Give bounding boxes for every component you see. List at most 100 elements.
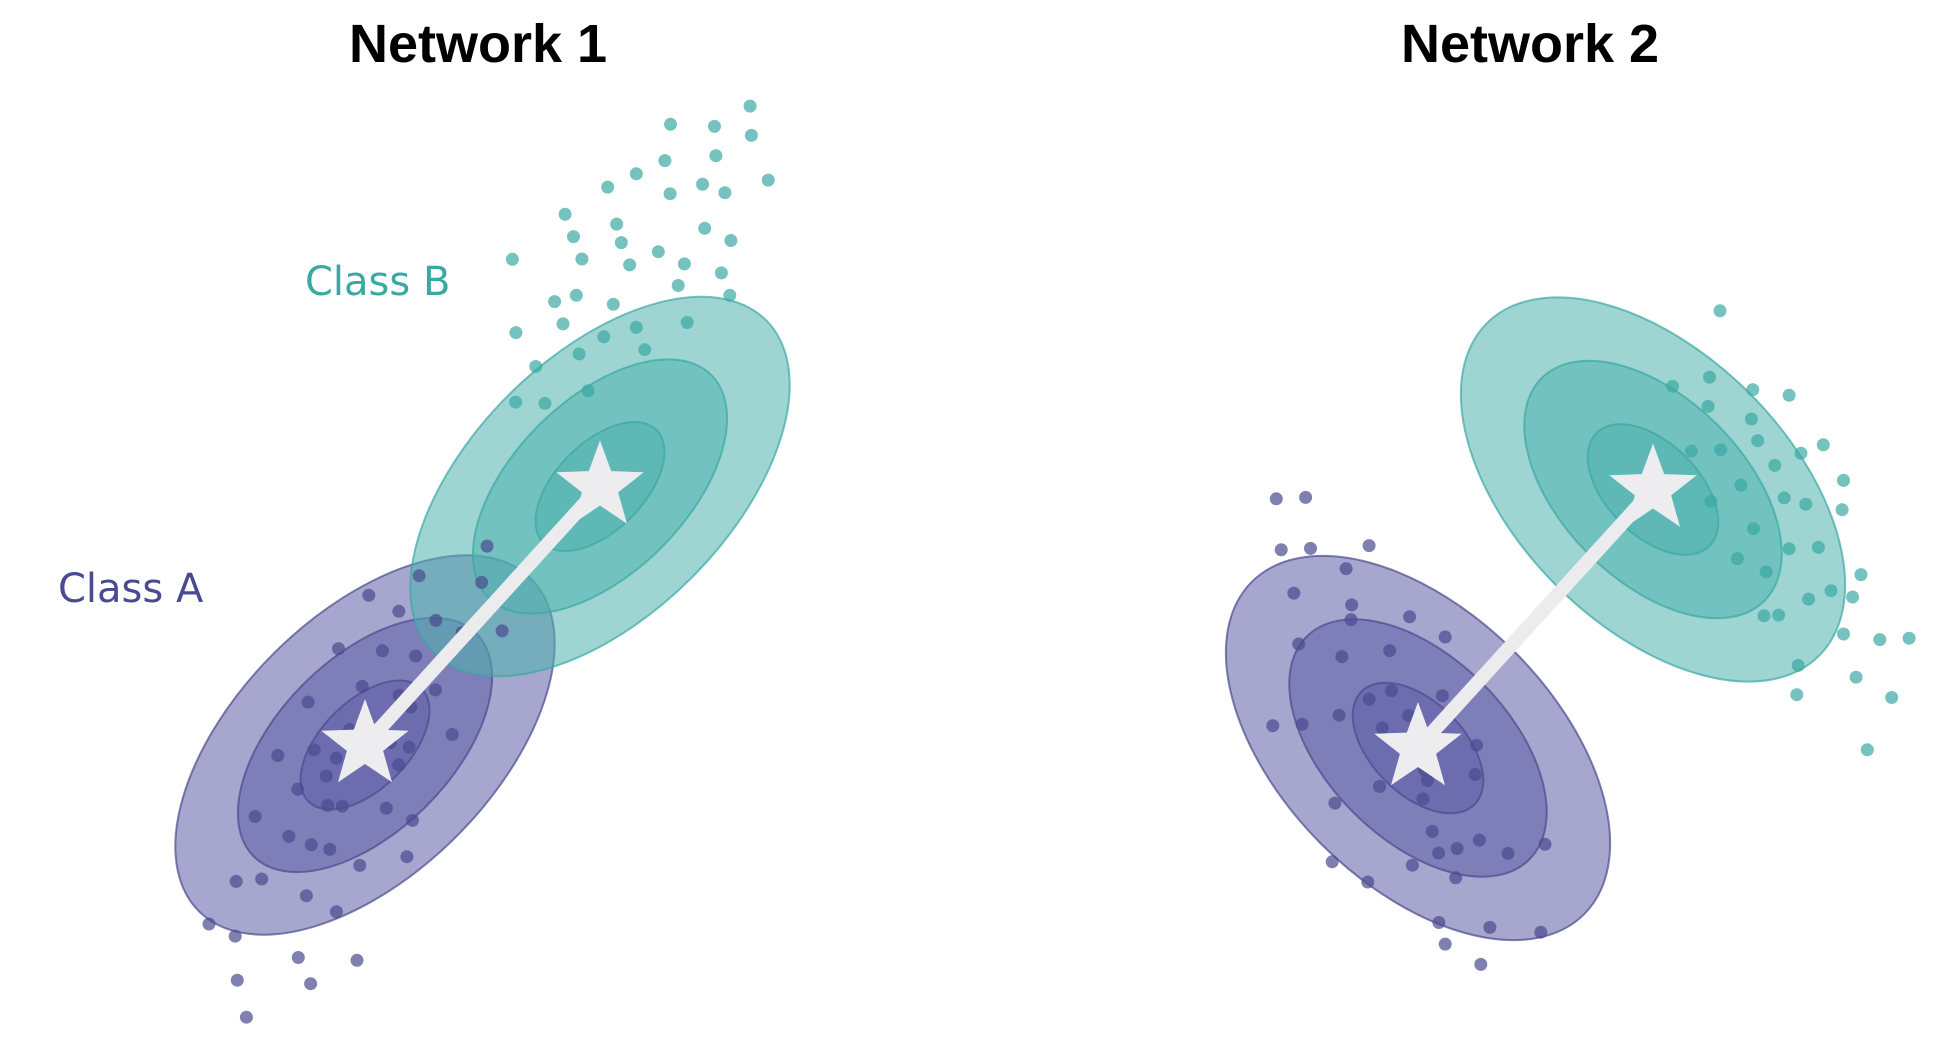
class-b-point bbox=[1902, 631, 1916, 645]
class-b-point bbox=[1885, 691, 1899, 704]
class-b-point bbox=[1790, 688, 1804, 702]
class-a-point bbox=[299, 889, 313, 903]
class-a-point bbox=[375, 644, 389, 658]
class-a-point bbox=[1362, 539, 1376, 553]
class-b-point bbox=[567, 230, 580, 244]
class-a-point bbox=[412, 569, 426, 583]
class-a-point bbox=[1450, 842, 1464, 855]
class-a-point bbox=[429, 683, 442, 697]
class-a-point bbox=[271, 749, 285, 762]
class-a-point bbox=[248, 810, 262, 823]
panel-title-network-1: Network 1 bbox=[349, 14, 607, 74]
class-b-point bbox=[680, 316, 694, 329]
class-a-point bbox=[1292, 637, 1306, 651]
class-b-point bbox=[714, 266, 728, 280]
class-a-mean-star bbox=[1374, 702, 1462, 786]
class-b-point bbox=[569, 288, 583, 302]
class-b-point bbox=[1824, 584, 1838, 598]
class-b-point bbox=[558, 207, 572, 221]
class-a-point bbox=[1501, 846, 1515, 860]
panel-network-1 bbox=[174, 99, 791, 1024]
class-a-point bbox=[1468, 768, 1482, 781]
class-a-point bbox=[1472, 833, 1486, 847]
class-a-point bbox=[202, 917, 216, 931]
class-a-point bbox=[362, 588, 376, 602]
class-a-point bbox=[332, 642, 345, 656]
class-b-point bbox=[1747, 522, 1760, 536]
class-b-point bbox=[538, 396, 552, 410]
class-a-point bbox=[1449, 871, 1463, 885]
class-b-point bbox=[1734, 478, 1748, 492]
class-a-point bbox=[495, 624, 509, 638]
class-b-point bbox=[623, 258, 637, 272]
class-b-point bbox=[509, 395, 523, 409]
class-a-point bbox=[355, 679, 369, 693]
class-b-point bbox=[1873, 633, 1887, 647]
class-b-point bbox=[1837, 473, 1850, 487]
class-a-point bbox=[1438, 630, 1452, 644]
class-a-point bbox=[379, 801, 393, 815]
class-a-point bbox=[1432, 846, 1446, 860]
class-a-point bbox=[323, 842, 337, 856]
class-b-point bbox=[723, 288, 737, 302]
class-a-point bbox=[319, 769, 333, 783]
class-b-point bbox=[1794, 446, 1808, 460]
class-a-point bbox=[1474, 957, 1488, 971]
class-a-point bbox=[228, 929, 242, 943]
class-b-point bbox=[1746, 383, 1760, 397]
class-a-point bbox=[282, 829, 296, 843]
class-a-point bbox=[291, 782, 305, 796]
class-b-point bbox=[601, 180, 615, 194]
class-a-point bbox=[239, 1010, 253, 1024]
mean-connector-line bbox=[358, 479, 607, 752]
panel-network-2 bbox=[1224, 296, 1916, 971]
class-a-point bbox=[1432, 916, 1446, 929]
class-b-point bbox=[709, 149, 723, 163]
class-b-point bbox=[1849, 670, 1863, 684]
mean-connector-line bbox=[1411, 482, 1660, 755]
class-b-point bbox=[1802, 592, 1816, 606]
class-a-point bbox=[1403, 610, 1417, 624]
class-a-point bbox=[1416, 792, 1430, 806]
class-b-point bbox=[1854, 568, 1868, 582]
class-a-point bbox=[1266, 719, 1280, 733]
class-a-point bbox=[230, 973, 244, 987]
class-b-point bbox=[1799, 497, 1813, 511]
class-a-point bbox=[304, 977, 318, 991]
class-b-point bbox=[743, 99, 757, 113]
class-a-point bbox=[1402, 709, 1416, 722]
class-a-point bbox=[1383, 644, 1397, 658]
class-b-point bbox=[664, 117, 677, 131]
class-a-point bbox=[1534, 925, 1548, 939]
class-a-point bbox=[406, 813, 419, 827]
class-a-point bbox=[1344, 613, 1358, 627]
class-b-point bbox=[581, 384, 595, 398]
class-a-point bbox=[409, 649, 423, 663]
class-b-point bbox=[610, 217, 624, 231]
class-b-point bbox=[718, 186, 732, 200]
class-a-point bbox=[1335, 650, 1349, 664]
class-b-point bbox=[696, 177, 710, 191]
class-a-point bbox=[1325, 855, 1339, 869]
class-a-point bbox=[392, 604, 406, 618]
class-b-point bbox=[1816, 438, 1830, 452]
class-b-point bbox=[1701, 399, 1715, 413]
class-b-point bbox=[663, 187, 677, 201]
class-a-point bbox=[1274, 543, 1288, 557]
class-b-point bbox=[1782, 388, 1796, 402]
class-b-point bbox=[1684, 444, 1698, 458]
class-b-point bbox=[658, 154, 672, 168]
class-a-point bbox=[1339, 562, 1353, 576]
class-b-point bbox=[505, 252, 519, 266]
class-a-point bbox=[291, 951, 305, 964]
class-b-mean-star bbox=[1609, 443, 1697, 527]
panel-title-network-2: Network 2 bbox=[1401, 14, 1659, 74]
class-a-point bbox=[1375, 721, 1389, 735]
class-a-point bbox=[329, 905, 343, 919]
class-b-point bbox=[1768, 458, 1782, 472]
class-a-point bbox=[475, 575, 489, 589]
class-b-point bbox=[651, 245, 665, 259]
class-b-point bbox=[529, 360, 543, 373]
class-b-point bbox=[556, 317, 570, 331]
